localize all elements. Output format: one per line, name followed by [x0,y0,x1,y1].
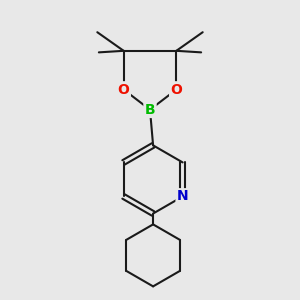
Text: O: O [118,82,130,97]
Text: B: B [145,103,155,117]
Text: N: N [177,190,188,203]
Text: O: O [170,82,182,97]
